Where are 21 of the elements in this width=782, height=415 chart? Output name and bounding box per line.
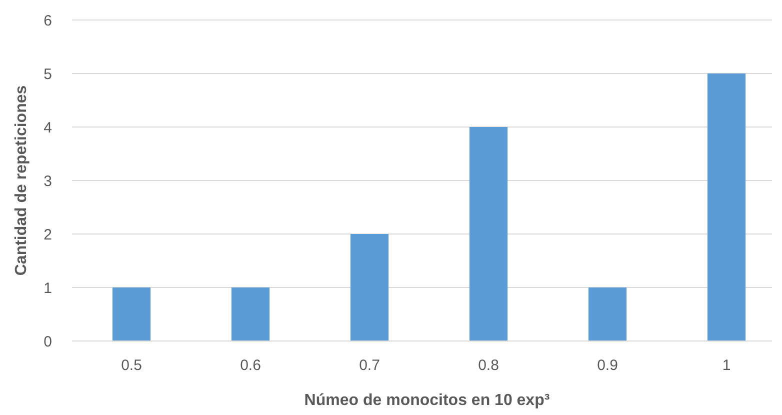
x-axis-title: Númeo de monocitos en 10 exp³: [304, 392, 550, 409]
x-tick-label: 1: [722, 357, 731, 374]
y-tick-label: 3: [44, 172, 52, 190]
bar: [469, 127, 508, 341]
y-axis-title: Cantidad de repeticiones: [13, 85, 30, 276]
x-tick-label: 0.9: [597, 357, 618, 374]
x-tick-label: 0.5: [121, 357, 142, 374]
x-tick-label: 0.8: [478, 357, 499, 374]
bar: [231, 288, 270, 341]
bar: [588, 288, 627, 341]
bar: [707, 74, 746, 341]
bar: [112, 288, 151, 341]
y-tick-label: 5: [44, 66, 52, 83]
y-tick-label: 4: [44, 119, 52, 136]
y-tick-label: 2: [44, 226, 52, 244]
y-tick-label: 0: [44, 333, 52, 350]
y-tick-label: 1: [44, 280, 52, 297]
bar: [350, 234, 389, 341]
x-tick-label: 0.6: [240, 357, 261, 374]
y-tick-label: 6: [44, 12, 52, 30]
x-tick-label: 0.7: [359, 357, 380, 374]
